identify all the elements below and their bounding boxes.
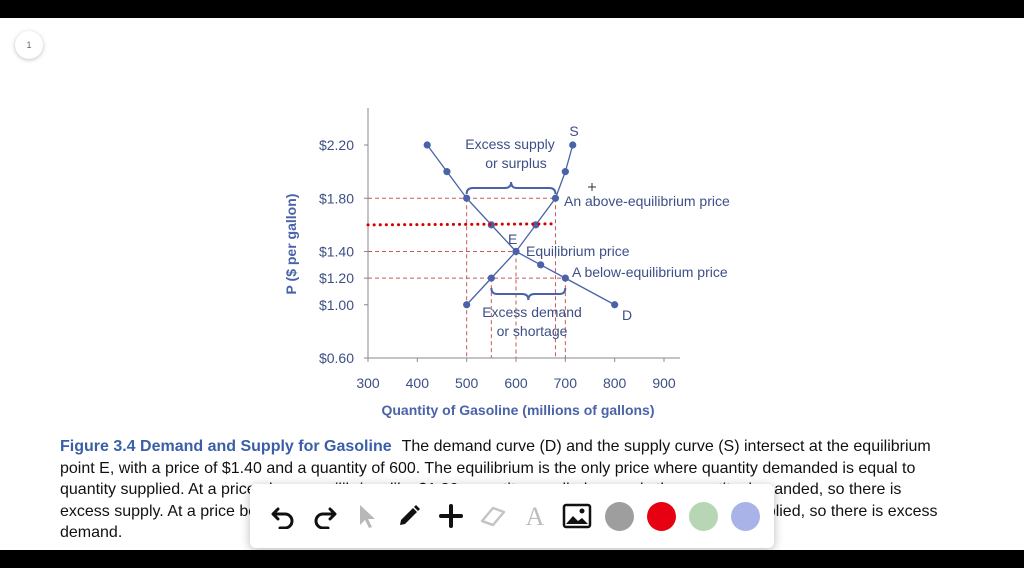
color-swatch-green: [688, 501, 718, 531]
y-tick-label: $1.20: [319, 270, 354, 286]
data-point: [551, 194, 560, 202]
data-point: [611, 301, 619, 309]
pointer-icon: [360, 505, 375, 528]
color-green-button[interactable]: [682, 495, 724, 537]
annotations: S D E Excess supply or surplus Excess demand o…: [366, 123, 730, 339]
data-point: [423, 141, 431, 149]
data-point: [443, 168, 451, 176]
add-button[interactable]: [430, 495, 472, 537]
x-tick-label: 600: [504, 375, 528, 391]
x-tick-label: 400: [406, 375, 430, 391]
excess-supply-brace: [465, 181, 557, 195]
color-red-button[interactable]: [640, 495, 682, 537]
excess-demand-brace: [490, 287, 567, 301]
excess-supply-label-1: Excess supply: [465, 136, 554, 152]
image-button[interactable]: [556, 495, 598, 537]
x-tick-label: 900: [652, 375, 676, 391]
data-point: [561, 274, 569, 282]
supply-curve-label: S: [569, 123, 578, 139]
data-point: [569, 141, 577, 149]
above-equilibrium-label: An above-equilibrium price: [564, 193, 730, 209]
y-tick-label: $0.60: [319, 350, 354, 366]
y-tick-label: $1.00: [319, 297, 354, 313]
undo-button[interactable]: [262, 495, 304, 537]
y-axis-title: P ($ per gallon): [283, 194, 299, 295]
x-tick-label: 700: [554, 375, 578, 391]
caption-title: Figure 3.4 Demand and Supply for Gasolin…: [60, 438, 392, 455]
excess-supply-label-2: or surplus: [485, 155, 546, 171]
x-tick-label: 500: [455, 375, 479, 391]
color-swatch-red: [646, 501, 676, 531]
color-lavender-button[interactable]: [724, 495, 766, 537]
data-point: [512, 247, 520, 256]
image-icon: [562, 503, 592, 529]
undo-icon: [271, 507, 294, 529]
equilibrium-price-label: Equilibrium price: [526, 243, 630, 259]
plus-mark: [588, 183, 596, 191]
data-point: [561, 168, 569, 176]
data-point: [463, 301, 471, 309]
drawing-toolbar: A: [250, 484, 774, 548]
excess-demand-label-2: or shortage: [497, 323, 568, 339]
x-tick-label: 800: [603, 375, 627, 391]
x-tick-label: 300: [356, 375, 380, 391]
color-swatch-gray: [604, 501, 634, 531]
add-icon: [439, 504, 463, 528]
data-point: [487, 274, 495, 282]
x-axis-title: Quantity of Gasoline (millions of gallon…: [381, 402, 654, 418]
pen-icon: [400, 505, 420, 525]
data-point: [537, 261, 545, 269]
eraser-button[interactable]: [472, 495, 514, 537]
pen-button[interactable]: [388, 495, 430, 537]
svg-text:A: A: [526, 503, 545, 529]
whiteboard-canvas[interactable]: 1 $2.20 $1.80 $1.40 $1.20 $1.00 $0.60 300 400 50…: [0, 18, 1024, 550]
color-swatch-lavender: [730, 501, 760, 531]
gridlines: [368, 197, 566, 358]
text-icon: A: [526, 503, 545, 529]
y-tick-label: $1.40: [319, 244, 354, 260]
eraser-icon: [480, 506, 506, 527]
redo-button[interactable]: [304, 495, 346, 537]
curve-d: [426, 144, 615, 306]
data-point: [463, 194, 471, 202]
pointer-button[interactable]: [346, 495, 388, 537]
equilibrium-point-label: E: [508, 231, 517, 247]
demand-curve-label: D: [622, 307, 632, 323]
page-indicator[interactable]: 1: [15, 31, 43, 59]
y-tick-label: $1.80: [319, 190, 354, 206]
redo-icon: [314, 507, 337, 529]
y-tick-label: $2.20: [319, 137, 354, 153]
text-button[interactable]: A: [514, 495, 556, 537]
axes: [364, 108, 680, 362]
excess-demand-label-1: Excess demand: [482, 304, 582, 320]
red-dotted-annotation: [366, 222, 557, 227]
color-gray-button[interactable]: [598, 495, 640, 537]
below-equilibrium-label: A below-equilibrium price: [572, 264, 728, 280]
